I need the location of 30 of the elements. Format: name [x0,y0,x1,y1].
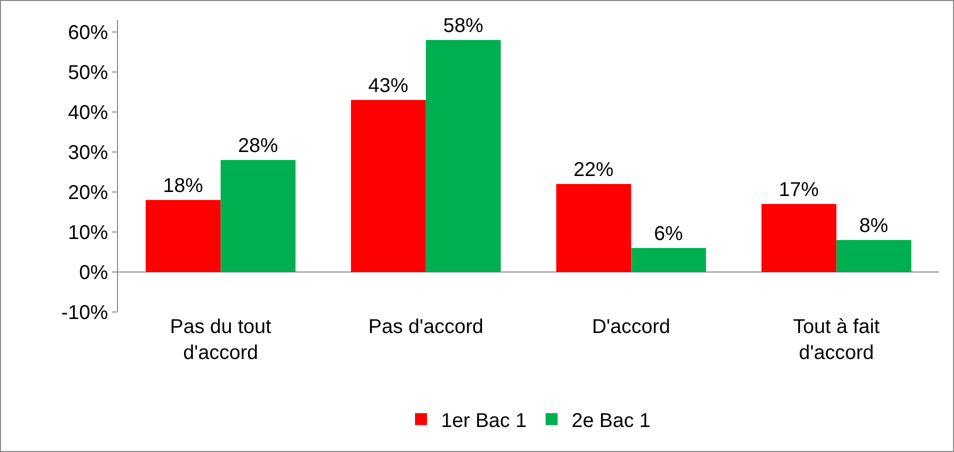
y-tick-label: 40% [68,102,108,124]
y-tick-label: 30% [68,142,108,164]
y-tick-label: 0% [79,262,108,284]
y-tick-label: 50% [68,62,108,84]
data-label: 8% [859,215,888,237]
y-tick-label: 20% [68,182,108,204]
x-tick-label: Pas du tout d'accord [170,316,272,364]
bar [836,240,912,272]
bar [220,160,296,272]
data-label: 43% [368,75,409,97]
x-tick-label: Tout à fait d'accord [793,316,880,364]
legend-label: 2e Bac 1 [572,410,651,432]
data-label: 22% [574,159,614,181]
bar [631,248,706,272]
bar [146,200,221,272]
data-label: 18% [163,175,204,197]
bar [761,204,836,272]
x-tick-label: D'accord [592,316,670,338]
bar [426,40,501,272]
legend-label: 1er Bac 1 [441,410,527,432]
bar [556,184,632,272]
y-tick-label: 60% [68,22,108,44]
data-label: 28% [238,135,278,157]
data-label: 17% [778,179,820,201]
y-tick-label: -10% [61,302,108,324]
x-tick-label: Pas d'accord [368,316,484,338]
y-tick-label: 10% [68,222,108,244]
data-label: 6% [654,223,684,245]
bar [350,100,426,272]
data-label: 58% [443,15,484,37]
